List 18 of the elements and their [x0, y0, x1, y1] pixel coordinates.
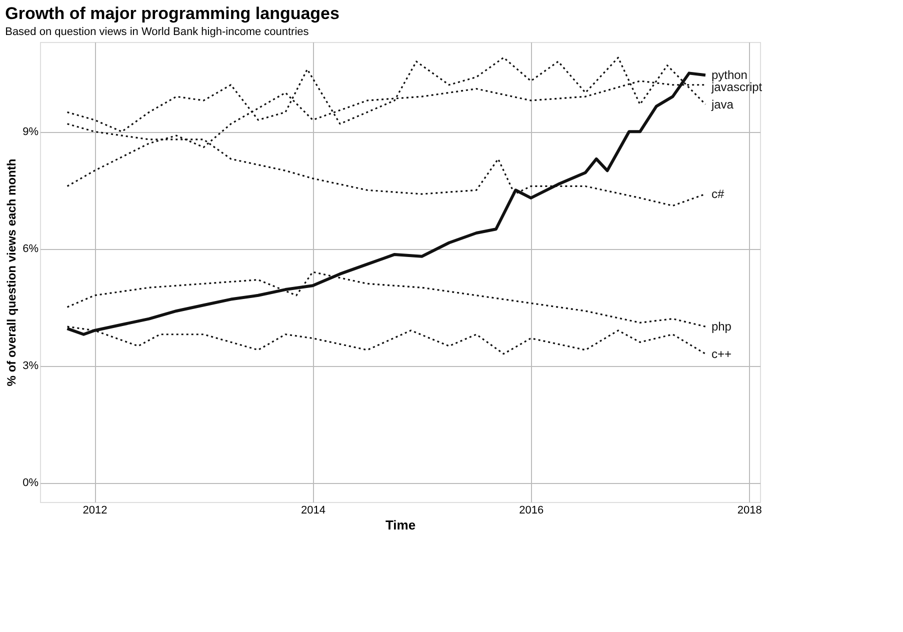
series-label: javascript	[710, 80, 763, 94]
y-tick-label: 6%	[22, 243, 39, 256]
chart-title: Growth of major programming languages	[5, 4, 340, 23]
x-tick-label: 2012	[82, 504, 108, 516]
series-label: python	[711, 68, 748, 82]
series-label: c#	[711, 187, 724, 202]
x-axis-title: Time	[385, 518, 416, 532]
y-tick-label: 0%	[22, 477, 39, 490]
x-tick-label: 2018	[737, 504, 762, 516]
series-label: java	[710, 97, 734, 112]
y-tick-label: 3%	[22, 360, 39, 372]
y-tick-label: 9%	[22, 126, 39, 138]
series-label: c++	[711, 346, 732, 361]
series-label: php	[711, 320, 732, 334]
x-tick-label: 2014	[300, 504, 326, 516]
y-axis-title: % of overall question views each month	[4, 158, 19, 386]
x-tick-label: 2016	[519, 504, 544, 516]
chart-subtitle: Based on question views in World Bank high-income countries	[5, 26, 310, 38]
